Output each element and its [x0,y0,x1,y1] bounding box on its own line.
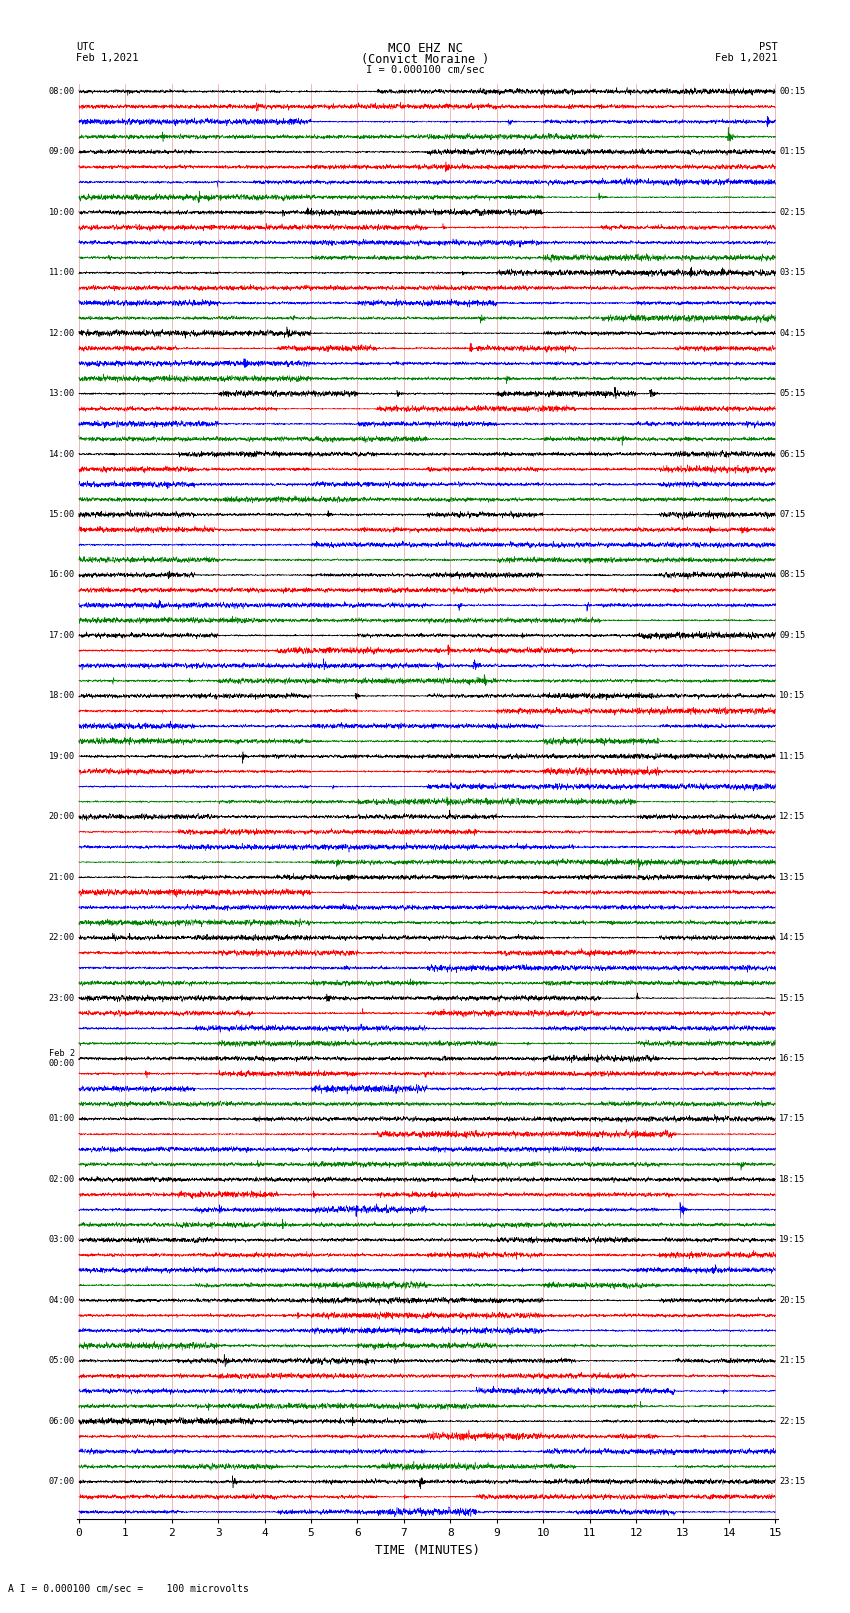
Text: A I = 0.000100 cm/sec =    100 microvolts: A I = 0.000100 cm/sec = 100 microvolts [8,1584,249,1594]
Text: 16:15: 16:15 [779,1053,806,1063]
Text: 00:15: 00:15 [779,87,806,95]
Text: 20:15: 20:15 [779,1295,806,1305]
Text: 11:15: 11:15 [779,752,806,761]
Text: 17:15: 17:15 [779,1115,806,1124]
Text: Feb 1,2021: Feb 1,2021 [76,53,139,63]
Text: 11:00: 11:00 [48,268,75,277]
Text: 18:00: 18:00 [48,692,75,700]
Text: 07:15: 07:15 [779,510,806,519]
Text: I = 0.000100 cm/sec: I = 0.000100 cm/sec [366,65,484,74]
Text: 13:15: 13:15 [779,873,806,882]
Text: Feb 2
00:00: Feb 2 00:00 [48,1048,75,1068]
Text: 08:15: 08:15 [779,571,806,579]
Text: 13:00: 13:00 [48,389,75,398]
Text: 17:00: 17:00 [48,631,75,640]
Text: (Convict Moraine ): (Convict Moraine ) [361,53,489,66]
Text: 21:00: 21:00 [48,873,75,882]
Text: 20:00: 20:00 [48,813,75,821]
Text: 14:15: 14:15 [779,934,806,942]
Text: 12:00: 12:00 [48,329,75,337]
Text: 01:00: 01:00 [48,1115,75,1124]
Text: 05:15: 05:15 [779,389,806,398]
Text: 06:15: 06:15 [779,450,806,458]
Text: 22:00: 22:00 [48,934,75,942]
Text: 10:00: 10:00 [48,208,75,216]
Text: 14:00: 14:00 [48,450,75,458]
Text: 16:00: 16:00 [48,571,75,579]
Text: 01:15: 01:15 [779,147,806,156]
Text: 18:15: 18:15 [779,1174,806,1184]
Text: 21:15: 21:15 [779,1357,806,1365]
Text: 04:00: 04:00 [48,1295,75,1305]
Text: 15:15: 15:15 [779,994,806,1003]
Text: 12:15: 12:15 [779,813,806,821]
Text: 10:15: 10:15 [779,692,806,700]
Text: 23:15: 23:15 [779,1478,806,1486]
Text: UTC: UTC [76,42,95,52]
Text: 04:15: 04:15 [779,329,806,337]
Text: 09:15: 09:15 [779,631,806,640]
Text: 02:15: 02:15 [779,208,806,216]
Text: 19:00: 19:00 [48,752,75,761]
X-axis label: TIME (MINUTES): TIME (MINUTES) [375,1544,479,1557]
Text: 19:15: 19:15 [779,1236,806,1244]
Text: Feb 1,2021: Feb 1,2021 [715,53,778,63]
Text: 22:15: 22:15 [779,1416,806,1426]
Text: 07:00: 07:00 [48,1478,75,1486]
Text: 03:15: 03:15 [779,268,806,277]
Text: 09:00: 09:00 [48,147,75,156]
Text: 08:00: 08:00 [48,87,75,95]
Text: MCO EHZ NC: MCO EHZ NC [388,42,462,55]
Text: 15:00: 15:00 [48,510,75,519]
Text: 05:00: 05:00 [48,1357,75,1365]
Text: PST: PST [759,42,778,52]
Text: 23:00: 23:00 [48,994,75,1003]
Text: 06:00: 06:00 [48,1416,75,1426]
Text: 03:00: 03:00 [48,1236,75,1244]
Text: 02:00: 02:00 [48,1174,75,1184]
